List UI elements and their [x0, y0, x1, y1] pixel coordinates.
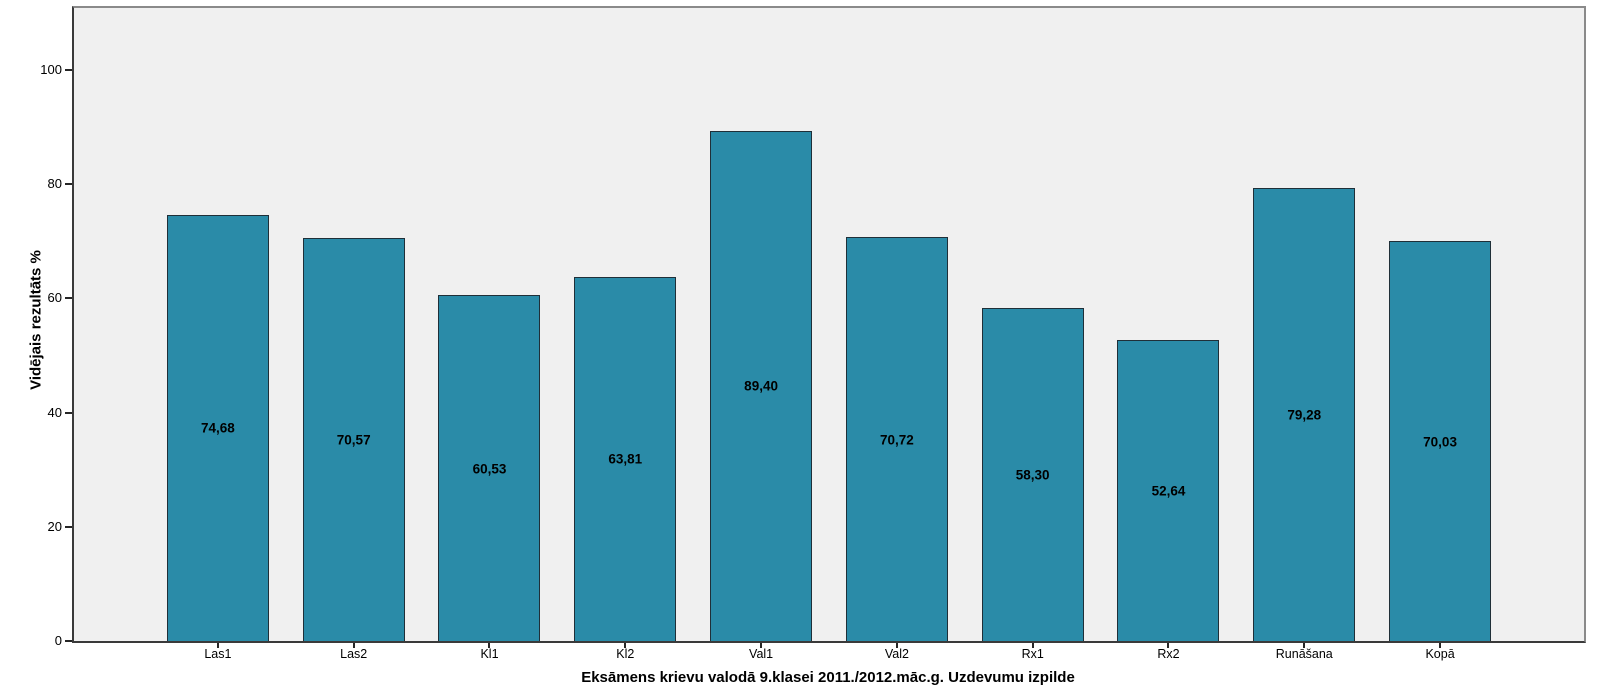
- x-tick-mark: [624, 643, 627, 648]
- bar-value-label: 70,72: [879, 432, 914, 448]
- x-tick-label: Val1: [749, 647, 774, 661]
- x-tick-label: Kopā: [1425, 647, 1455, 661]
- y-tick-label: 80: [47, 176, 62, 192]
- x-tick-label: Kl2: [616, 647, 635, 661]
- x-tick-slot: [422, 643, 558, 648]
- bar: 63,81: [574, 276, 677, 641]
- bar-slot: 58,30: [965, 308, 1101, 641]
- x-tick-slot: [557, 643, 693, 648]
- bar-value-label: 70,57: [336, 432, 371, 448]
- bar-value-label: 89,40: [744, 378, 778, 394]
- x-axis-labels: Las1 Las2 Kl1 Kl2 Val1 Val2 Rx1 Rx2 Runāšana Kopā: [74, 647, 1584, 662]
- bar-slot: 70,57: [286, 238, 422, 641]
- bar-slot: 74,68: [150, 214, 286, 641]
- x-tick-label: Kl1: [480, 647, 499, 661]
- bar-slot: 89,40: [693, 130, 829, 641]
- y-tick-label: 100: [40, 62, 62, 77]
- x-tick-slot: [150, 643, 286, 648]
- bar-slot: 79,28: [1236, 188, 1372, 641]
- y-tick-mark: [65, 183, 72, 186]
- x-tick-slot: [1236, 643, 1372, 648]
- x-tick-label: Las1: [204, 647, 232, 661]
- bar-value-label: 70,03: [1423, 434, 1457, 450]
- x-tick-label: Rx1: [1021, 647, 1044, 661]
- x-tick-label: Runāšana: [1275, 647, 1333, 661]
- x-tick-slot: [829, 643, 965, 648]
- bar: 74,68: [166, 214, 269, 641]
- bar-value-label: 52,64: [1151, 483, 1186, 499]
- x-tick-slot: [693, 643, 829, 648]
- x-tick-mark: [895, 643, 898, 648]
- x-tick-label: Las2: [340, 647, 368, 661]
- y-axis-ticks: [65, 0, 72, 700]
- bar-value-label: 58,30: [1015, 467, 1050, 483]
- y-tick-mark: [65, 640, 72, 642]
- x-tick-label: Val2: [884, 647, 909, 661]
- x-axis-title: Eksāmens krievu valodā 9.klasei 2011./20…: [581, 669, 1075, 686]
- plot-area: 74,68 70,57 60,53 63,81 89,40 70,72 58,30 52,64…: [72, 6, 1586, 643]
- x-tick-slot: [286, 643, 422, 648]
- bar-value-label: 63,81: [608, 451, 643, 467]
- bar-slot: 70,72: [829, 237, 965, 641]
- y-tick-label: 60: [47, 290, 62, 306]
- x-tick-slot: [965, 643, 1101, 648]
- x-tick-slot: [1372, 643, 1508, 648]
- bar: 70,72: [845, 237, 948, 641]
- bar-slot: 60,53: [422, 295, 558, 641]
- bar-value-label: 79,28: [1287, 407, 1322, 423]
- bars-container: 74,68 70,57 60,53 63,81 89,40 70,72 58,30 52,64…: [74, 8, 1584, 641]
- bar-slot: 70,03: [1372, 241, 1508, 641]
- bar: 60,53: [438, 295, 541, 641]
- x-tick-mark: [1439, 643, 1442, 648]
- y-tick-mark: [65, 69, 72, 71]
- bar: 79,28: [1253, 188, 1356, 641]
- bar: 52,64: [1117, 340, 1220, 641]
- x-tick-mark: [488, 643, 491, 648]
- x-tick-mark: [1031, 643, 1034, 648]
- bar-value-label: 74,68: [200, 420, 235, 436]
- bar-slot: 52,64: [1101, 340, 1237, 641]
- y-axis-labels: 0 20 40 60 80 100: [0, 0, 62, 700]
- bar-slot: 63,81: [557, 276, 693, 641]
- x-tick-mark: [216, 643, 219, 648]
- y-tick-label: 20: [47, 518, 62, 534]
- x-tick-mark: [1167, 643, 1170, 648]
- x-tick-label: Rx2: [1157, 647, 1180, 661]
- x-axis-ticks: [74, 643, 1584, 648]
- bar: 58,30: [981, 308, 1084, 641]
- bar: 70,03: [1389, 241, 1492, 641]
- bar-value-label: 60,53: [472, 461, 507, 477]
- y-tick-mark: [65, 297, 72, 300]
- bar: 70,57: [302, 238, 405, 641]
- bar: 89,40: [710, 130, 813, 641]
- x-tick-slot: [1101, 643, 1237, 648]
- y-tick-label: 0: [54, 633, 62, 648]
- y-tick-mark: [65, 411, 72, 414]
- y-tick-mark: [65, 525, 72, 528]
- x-tick-mark: [1303, 643, 1306, 648]
- y-tick-label: 40: [47, 404, 62, 420]
- x-tick-mark: [352, 643, 355, 648]
- x-tick-mark: [760, 643, 763, 648]
